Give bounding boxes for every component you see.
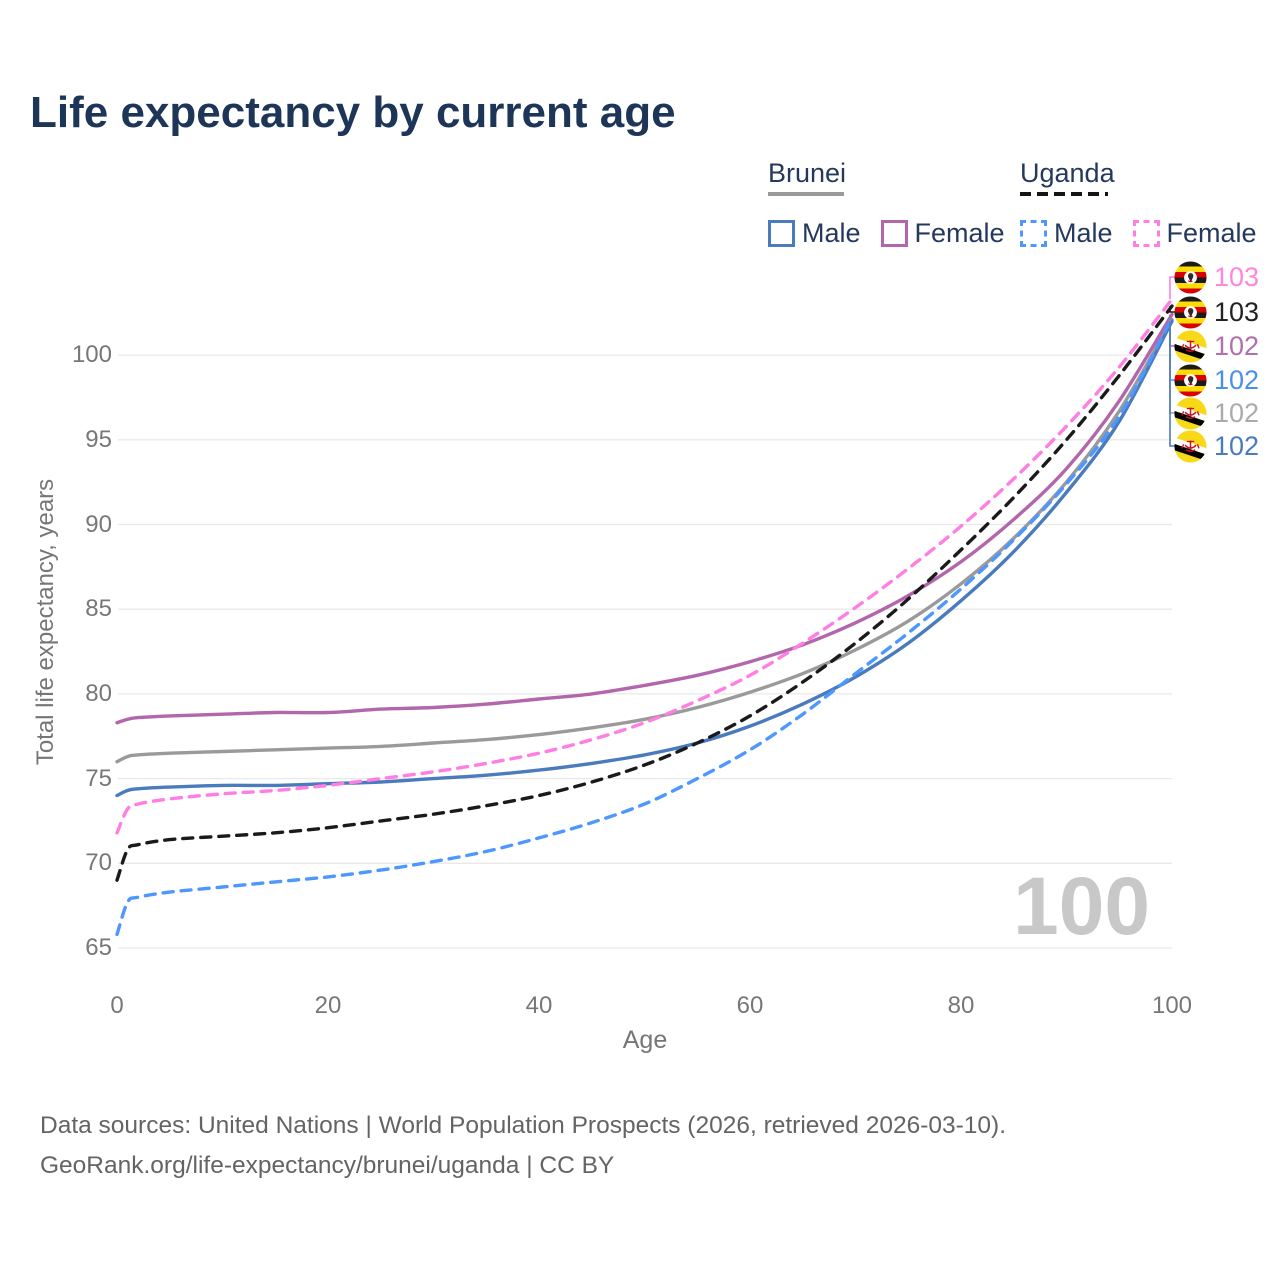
legend-swatch-uganda-female[interactable] <box>1132 220 1160 247</box>
legend-brunei-title[interactable]: Brunei <box>768 158 847 188</box>
x-tick-40: 40 <box>525 992 553 1019</box>
x-axis-title: Age <box>622 1026 668 1054</box>
end-label-uganda-male: 102 <box>1174 363 1259 397</box>
x-tick-80: 80 <box>947 992 975 1019</box>
uganda-flag-icon <box>1174 296 1207 329</box>
y-tick-85: 85 <box>85 595 112 623</box>
page-title: Life expectancy by current age <box>30 88 676 137</box>
legend-uganda-title[interactable]: Uganda <box>1020 158 1115 188</box>
footer-data-sources: Data sources: United Nations | World Pop… <box>40 1112 1007 1139</box>
y-tick-80: 80 <box>85 679 112 707</box>
y-tick-95: 95 <box>85 425 112 453</box>
y-tick-65: 65 <box>85 934 112 961</box>
x-tick-60: 60 <box>736 992 764 1019</box>
gridlines <box>118 354 1172 949</box>
x-tick-20: 20 <box>314 992 342 1019</box>
legend-swatch-uganda-male[interactable] <box>1020 220 1047 247</box>
legend-uganda-items: Male Female <box>1020 218 1257 249</box>
end-label-brunei-female: 102 <box>1174 329 1259 363</box>
brunei-flag-icon <box>1174 397 1207 430</box>
legend-label-uganda-female[interactable]: Female <box>1166 218 1257 248</box>
brunei-flag-icon <box>1174 330 1207 363</box>
legend-brunei-items: Male Female <box>768 218 1005 249</box>
end-label-brunei-male: 102 <box>1174 429 1259 463</box>
end-label-value: 102 <box>1214 364 1260 395</box>
age-counter-watermark: 100 <box>1013 861 1150 952</box>
legend-label-brunei-female[interactable]: Female <box>914 218 1005 248</box>
legend-label-brunei-male[interactable]: Male <box>802 218 861 248</box>
end-label-value: 103 <box>1214 296 1260 327</box>
end-label-value: 102 <box>1214 330 1260 361</box>
end-label-uganda: 103 <box>1174 295 1259 329</box>
end-label-value: 103 <box>1214 261 1260 292</box>
end-label-brunei: 102 <box>1174 396 1259 430</box>
legend-label-uganda-male[interactable]: Male <box>1054 218 1113 248</box>
y-tick-90: 90 <box>85 510 112 538</box>
legend-swatch-brunei-male[interactable] <box>768 220 795 247</box>
legend-swatch-brunei-female[interactable] <box>880 220 908 247</box>
legend-brunei-underline <box>768 192 844 196</box>
y-tick-75: 75 <box>85 764 112 792</box>
y-tick-70: 70 <box>85 849 112 877</box>
uganda-flag-icon <box>1174 364 1207 397</box>
curves <box>115 297 1174 937</box>
brunei-flag-icon <box>1174 430 1207 463</box>
footer-attribution: GeoRank.org/life-expectancy/brunei/ugand… <box>40 1152 615 1179</box>
end-label-value: 102 <box>1214 397 1260 428</box>
uganda-flag-icon <box>1174 261 1207 294</box>
footer: Data sources: United Nations | World Pop… <box>40 1106 1006 1186</box>
end-label-value: 102 <box>1214 430 1260 461</box>
y-tick-100: 100 <box>71 341 112 369</box>
legend-group-uganda: Uganda <box>1020 160 1115 196</box>
x-tick-0: 0 <box>110 992 124 1019</box>
legend-group-brunei: Brunei <box>768 160 846 196</box>
end-label-uganda-female: 103 <box>1174 260 1259 294</box>
x-tick-100: 100 <box>1151 992 1193 1019</box>
legend-uganda-underline <box>1020 192 1108 196</box>
